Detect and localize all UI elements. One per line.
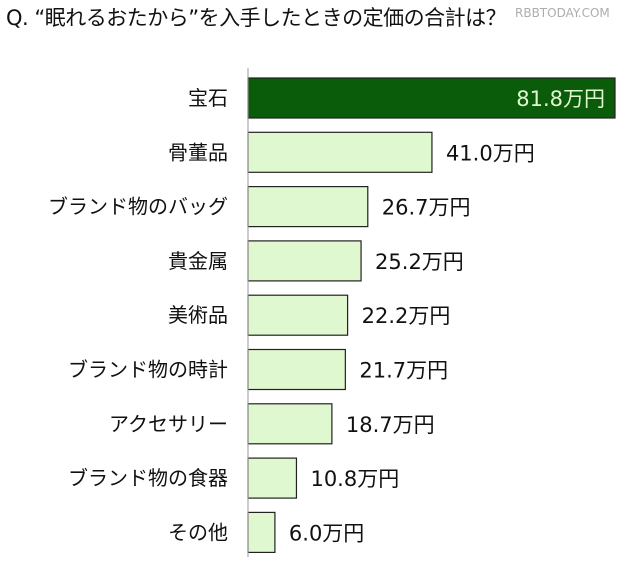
category-label: 宝石 (188, 86, 228, 110)
category-label: 貴金属 (168, 249, 228, 273)
data-label: 26.7万円 (382, 196, 471, 220)
category-label: 骨董品 (168, 140, 228, 164)
category-label: ブランド物の食器 (68, 466, 228, 490)
bar (247, 457, 298, 499)
category-label: ブランド物のバッグ (48, 195, 228, 219)
data-label: 22.2万円 (362, 304, 451, 328)
category-label: アクセサリー (109, 412, 228, 436)
bar (247, 348, 346, 391)
bar (247, 131, 433, 173)
data-label: 6.0万円 (289, 521, 364, 545)
data-label: 41.0万円 (446, 141, 535, 165)
chart-title: Q. “眠れるおたから”を入手したときの定価の合計は？ (6, 6, 507, 30)
data-label: 21.7万円 (359, 359, 448, 383)
bar (247, 240, 362, 282)
bar (247, 186, 369, 228)
bar (247, 511, 276, 554)
category-label: ブランド物の時計 (68, 358, 228, 382)
data-label: 81.8万円 (516, 87, 605, 111)
category-label: 美術品 (168, 303, 228, 327)
data-label: 25.2万円 (375, 250, 464, 274)
data-label: 10.8万円 (310, 467, 399, 491)
category-label: その他 (168, 520, 228, 544)
data-label: 18.7万円 (346, 413, 435, 437)
bar (247, 77, 616, 119)
bar (247, 294, 349, 336)
watermark: RBBTODAY.COM (515, 6, 610, 20)
bar (247, 403, 333, 445)
